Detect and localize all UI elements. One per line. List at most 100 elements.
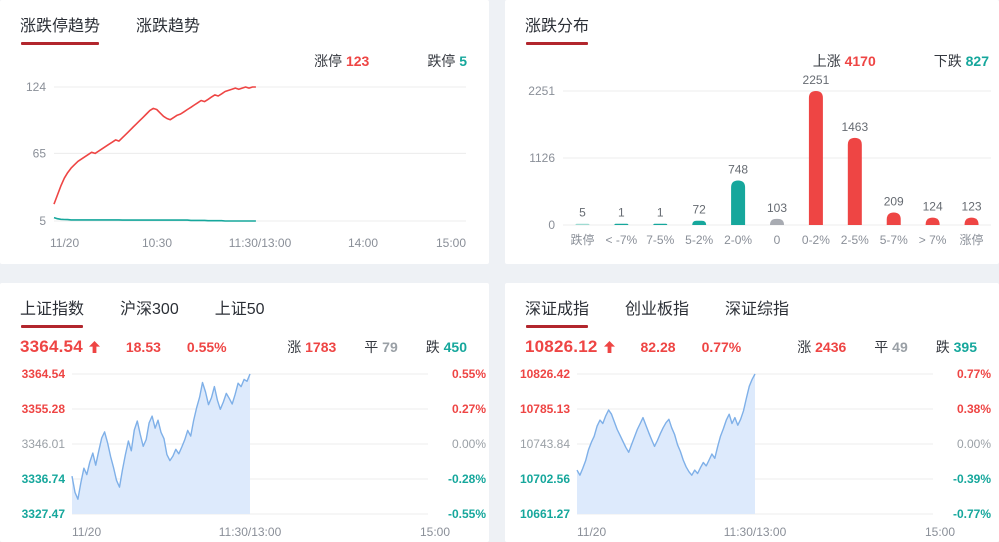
- sz-index-tabs: 深证成指 创业板指 深证综指: [505, 283, 999, 328]
- sh-change-pct: 0.55%: [186, 339, 227, 355]
- sz-change: 82.28: [640, 339, 676, 355]
- panel-distribution: 涨跌分布 上涨 4170 下跌 827 0 1126 2251 5 跌停 1 < -7% 1 7…: [505, 0, 999, 264]
- svg-text:10702.56: 10702.56: [520, 472, 570, 486]
- svg-text:10743.84: 10743.84: [520, 437, 570, 451]
- svg-text:11:30/13:00: 11:30/13:00: [229, 236, 292, 250]
- svg-text:14:00: 14:00: [348, 236, 378, 250]
- svg-text:124: 124: [923, 200, 943, 214]
- svg-text:10826.42: 10826.42: [520, 367, 570, 381]
- advancers-count: 上涨 4170: [813, 51, 876, 71]
- limit-down-label: 跌停: [427, 53, 456, 69]
- down-label: 跌: [425, 339, 440, 355]
- limit-up-label: 涨停: [314, 53, 343, 69]
- svg-text:3327.47: 3327.47: [22, 507, 66, 521]
- svg-text:2251: 2251: [803, 73, 830, 87]
- sh-down-count: 跌 450: [426, 337, 467, 357]
- svg-text:-0.39%: -0.39%: [953, 472, 991, 486]
- svg-text:0.55%: 0.55%: [452, 367, 486, 381]
- tab-szse-composite[interactable]: 深证综指: [725, 301, 790, 318]
- svg-text:5-7%: 5-7%: [880, 233, 908, 247]
- tab-chinext[interactable]: 创业板指: [625, 301, 690, 318]
- svg-text:-0.55%: -0.55%: [448, 507, 486, 521]
- svg-text:72: 72: [693, 203, 707, 217]
- sh-quote-row: 3364.54 18.53 0.55% 涨 1783 平 79 跌 450: [0, 328, 489, 360]
- svg-text:1463: 1463: [841, 120, 868, 134]
- up-value: 2436: [815, 339, 847, 355]
- svg-text:3346.01: 3346.01: [22, 437, 66, 451]
- tab-limit-updown-trend[interactable]: 涨跌停趋势: [20, 12, 100, 45]
- svg-text:5-2%: 5-2%: [685, 233, 713, 247]
- tab-shenzhen-component[interactable]: 深证成指: [525, 295, 589, 328]
- svg-text:3355.28: 3355.28: [22, 402, 66, 416]
- svg-text:209: 209: [884, 195, 904, 209]
- svg-text:124: 124: [26, 80, 46, 94]
- panel-limit-trend: 涨跌停趋势 涨跌趋势 涨停 123 跌停 5 124 65 5 11/20 10:30 1…: [0, 0, 489, 264]
- tab-updown-trend[interactable]: 涨跌趋势: [136, 18, 201, 35]
- svg-text:2-0%: 2-0%: [724, 233, 752, 247]
- tab-sse50[interactable]: 上证50: [214, 301, 265, 318]
- svg-text:2251: 2251: [528, 84, 555, 98]
- panel-sz-index: 深证成指 创业板指 深证综指 10826.12 82.28 0.77% 涨 24…: [505, 283, 999, 542]
- svg-text:11:30/13:00: 11:30/13:00: [724, 525, 787, 539]
- sh-index-tabs: 上证指数 沪深300 上证50: [0, 283, 489, 328]
- tab-shanghai-composite[interactable]: 上证指数: [20, 295, 84, 328]
- svg-text:123: 123: [962, 200, 982, 214]
- limit-trend-chart: 124 65 5 11/20 10:30 11:30/13:00 14:00 15:00: [26, 80, 466, 250]
- down-label: 跌: [935, 339, 950, 355]
- svg-text:5: 5: [579, 206, 586, 220]
- decliners-count: 下跌 827: [934, 51, 989, 71]
- svg-text:-0.28%: -0.28%: [448, 472, 486, 486]
- advancers-label: 上涨: [812, 53, 841, 69]
- svg-text:1: 1: [618, 206, 625, 220]
- svg-text:1126: 1126: [529, 151, 555, 165]
- svg-text:65: 65: [33, 146, 47, 160]
- decliners-value: 827: [965, 53, 989, 69]
- svg-text:0.00%: 0.00%: [452, 437, 486, 451]
- limit-down-value: 5: [459, 53, 467, 69]
- sh-flat-count: 平 79: [364, 337, 397, 357]
- limit-trend-tabs: 涨跌停趋势 涨跌趋势: [0, 0, 489, 45]
- limit-trend-stats: 涨停 123 跌停 5: [0, 45, 489, 73]
- svg-text:10661.27: 10661.27: [520, 507, 570, 521]
- svg-text:涨停: 涨停: [960, 232, 984, 247]
- svg-text:0: 0: [774, 233, 781, 247]
- svg-text:5: 5: [39, 214, 46, 228]
- panel-sh-index: 上证指数 沪深300 上证50 3364.54 18.53 0.55% 涨 17…: [0, 283, 489, 542]
- svg-text:103: 103: [767, 201, 787, 215]
- sh-intraday-chart: 3364.54 0.55% 3355.28 0.27% 3346.01 0.00% 3336…: [22, 367, 487, 539]
- sh-change: 18.53: [125, 339, 161, 355]
- limit-up-count: 涨停 123: [314, 51, 369, 71]
- svg-text:11/20: 11/20: [50, 236, 79, 250]
- svg-text:15:00: 15:00: [420, 525, 450, 539]
- distribution-stats: 上涨 4170 下跌 827: [505, 45, 999, 73]
- svg-text:3336.74: 3336.74: [22, 472, 66, 486]
- sz-down-count: 跌 395: [936, 337, 977, 357]
- svg-text:10:30: 10:30: [142, 236, 172, 250]
- sz-flat-count: 平 49: [874, 337, 907, 357]
- advancers-value: 4170: [844, 53, 876, 69]
- tab-csi300[interactable]: 沪深300: [120, 301, 179, 318]
- up-label: 涨: [287, 339, 302, 355]
- down-value: 395: [953, 339, 977, 355]
- sz-up-count: 涨 2436: [797, 337, 846, 357]
- sz-quote-row: 10826.12 82.28 0.77% 涨 2436 平 49 跌 395: [505, 328, 999, 360]
- svg-text:1: 1: [657, 206, 664, 220]
- sh-up-count: 涨 1783: [287, 337, 336, 357]
- svg-text:-0.77%: -0.77%: [953, 507, 991, 521]
- down-value: 450: [443, 339, 467, 355]
- svg-text:0: 0: [548, 218, 555, 232]
- sz-intraday-chart: 10826.42 0.77% 10785.13 0.38% 10743.84 0.00% 1…: [520, 367, 991, 539]
- svg-text:0.27%: 0.27%: [452, 402, 486, 416]
- svg-text:2-5%: 2-5%: [841, 233, 869, 247]
- flat-value: 79: [382, 339, 398, 355]
- svg-text:15:00: 15:00: [436, 236, 466, 250]
- svg-text:11:30/13:00: 11:30/13:00: [219, 525, 282, 539]
- tab-distribution[interactable]: 涨跌分布: [525, 12, 589, 45]
- svg-text:< -7%: < -7%: [606, 233, 638, 247]
- sz-change-pct: 0.77%: [701, 339, 742, 355]
- up-label: 涨: [797, 339, 812, 355]
- sh-last-price: 3364.54: [20, 337, 83, 356]
- up-value: 1783: [305, 339, 337, 355]
- svg-text:11/20: 11/20: [72, 525, 101, 539]
